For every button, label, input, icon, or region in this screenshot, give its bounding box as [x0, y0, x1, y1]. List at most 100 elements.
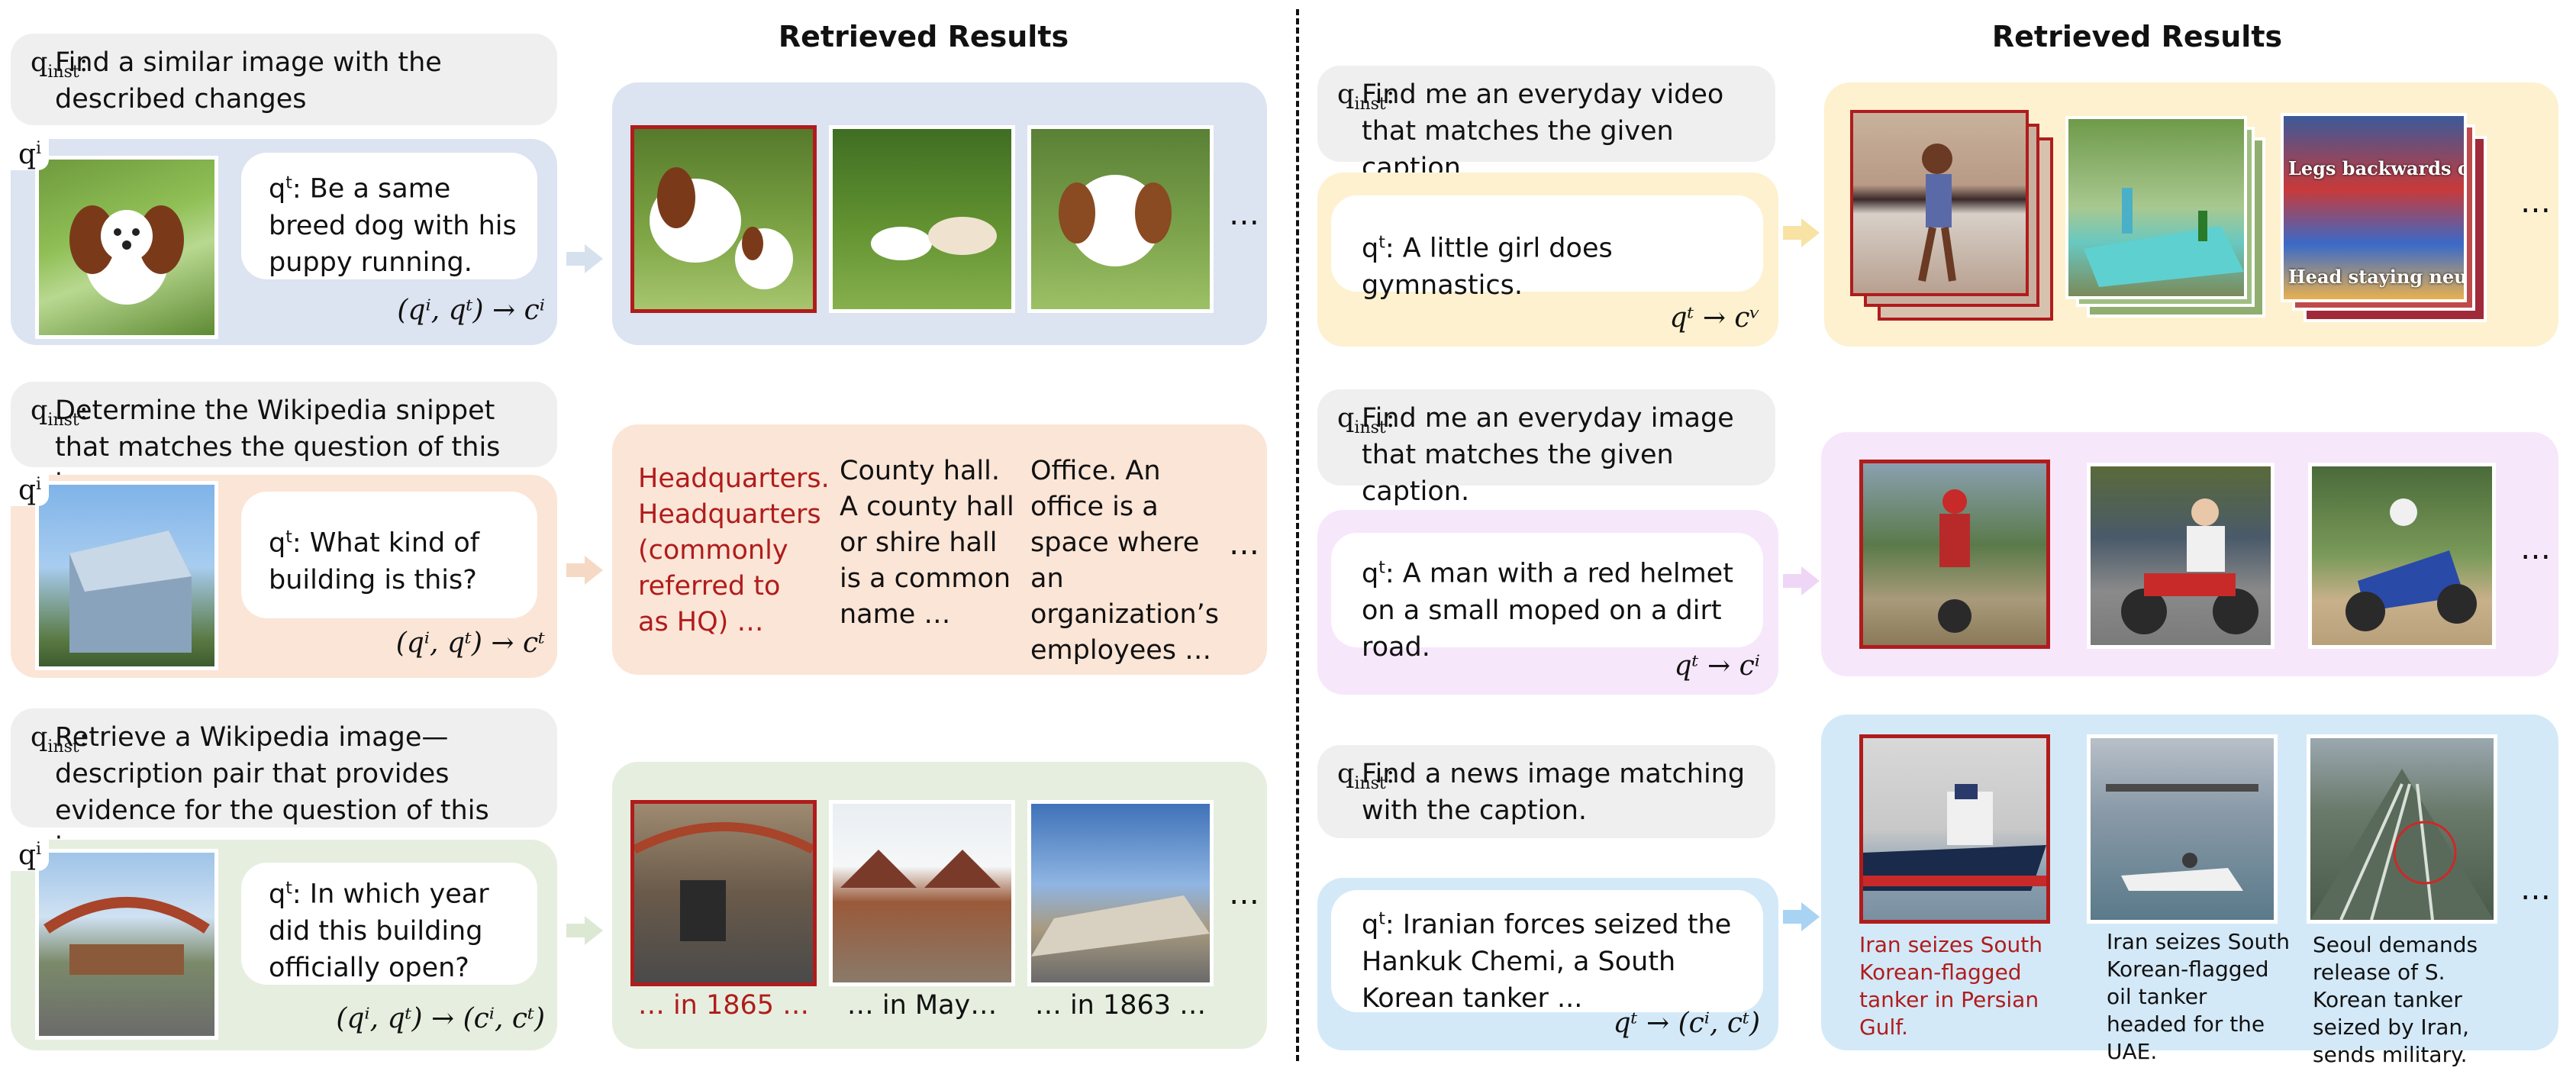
instruction-text: Find a similar image with the described … [55, 47, 442, 115]
snippet: County hall. A county hall or shire hall… [840, 456, 1014, 630]
video-frame [2065, 116, 2247, 299]
q-i-label: qi [11, 840, 50, 871]
q-t-label: qt: [269, 173, 310, 205]
results-panel: … Iran seizes South Korean-flagged tanke… [1821, 715, 2558, 1067]
query-text: Iranian forces seized the Hankuk Chemi, … [1362, 909, 1732, 1014]
task-formula: qᵗ → (cⁱ, cᵗ) [1613, 1008, 1760, 1039]
instruction-text: Determine the Wikipedia snippet that mat… [55, 395, 501, 499]
station-illustration [44, 897, 210, 975]
task-formula: qᵗ → cᵛ [1669, 302, 1760, 334]
q-inst-label: qinst: [1337, 79, 1395, 114]
query-box: qi qt: In which year did this building o… [11, 840, 557, 1050]
q-inst-label: qinst: [31, 722, 89, 756]
more-results-ellipsis: … [2520, 872, 2551, 907]
q-t-label: qt: [1362, 233, 1403, 264]
query-text-box: qt: A little girl does gymnastics. [1331, 195, 1763, 301]
q-t-label: qt: [269, 527, 310, 559]
query-text: Be a same breed dog with his puppy runni… [269, 173, 517, 278]
query-text-box: qt: A man with a red helmet on a small m… [1331, 533, 1763, 663]
more-results-ellipsis: … [1229, 197, 1259, 232]
results-panel: … [612, 82, 1267, 345]
arrow-right-icon [1783, 566, 1820, 595]
caption: … in 1863 … [1034, 990, 1207, 1021]
q-inst-label: qinst: [1337, 759, 1395, 793]
video-frame-stack [2065, 116, 2271, 322]
instruction-box: qinst: Find me an everyday video that ma… [1317, 66, 1775, 183]
video-subtitle-bottom: Head staying neut [2288, 266, 2467, 288]
more-results-ellipsis: … [2520, 185, 2551, 220]
q-i-label: qi [11, 475, 50, 506]
results-panel: Legs backwards ov Head staying neut … [1824, 82, 2558, 347]
result-image-brick-station [829, 800, 1015, 986]
query-image-station [35, 849, 218, 1040]
backyard-gymnastics-illustration [2084, 188, 2244, 287]
results-panel: … … in 1865 … … in May… … in 1863 … [612, 762, 1267, 1049]
result-image-tanker [1859, 734, 2050, 924]
result-image-dogs-field [829, 125, 1015, 313]
speedboat-illustration [2106, 784, 2258, 891]
query-text: A man with a red helmet on a small moped… [1362, 558, 1733, 663]
video-frame-selected [1850, 110, 2029, 296]
caption-selected: … in 1865 … [637, 990, 810, 1021]
instruction-text: Find a news image matching with the capt… [1362, 759, 1746, 826]
arrow-right-icon [1783, 902, 1820, 931]
task-formula: (qⁱ, qᵗ) → cᵗ [395, 627, 545, 659]
instruction-box: qinst: Find a news image matching with t… [1317, 745, 1775, 838]
result-image-train [630, 800, 817, 986]
query-image-dog [35, 156, 218, 339]
task-formula: (qⁱ, qᵗ) → (cⁱ, cᵗ) [336, 1003, 545, 1034]
video-frame: Legs backwards ov Head staying neut [2281, 113, 2467, 302]
query-box: qt: Iranian forces seized the Hankuk Che… [1317, 878, 1778, 1050]
train-illustration [632, 822, 815, 941]
query-text: What kind of building is this? [269, 527, 480, 595]
query-text: A little girl does gymnastics. [1362, 233, 1613, 301]
results-panel: Headquarters. Headquarters (commonly ref… [612, 424, 1267, 675]
tanker-deck-illustration [2310, 769, 2494, 921]
result-image-platform [1027, 800, 1214, 986]
divider [1296, 9, 1299, 1061]
video-subtitle-top: Legs backwards ov [2288, 157, 2467, 179]
video-frame-stack: Legs backwards ov Head staying neut [2281, 113, 2502, 327]
left-results-title: Retrieved Results [778, 20, 1069, 53]
query-text-box: qt: Be a same breed dog with his puppy r… [241, 153, 537, 279]
arrow-right-icon [566, 244, 603, 273]
query-text-box: qt: What kind of building is this? [241, 492, 537, 618]
dog-illustration [69, 205, 184, 305]
motorcycle-rider-illustration [2345, 498, 2477, 631]
arrow-right-icon [566, 916, 603, 945]
more-results-ellipsis: … [1229, 876, 1259, 911]
instruction-box: qinst: Find me an everyday image that ma… [1317, 389, 1775, 507]
q-inst-label: qinst: [31, 395, 89, 430]
task-formula: (qⁱ, qᵗ) → cⁱ [397, 295, 545, 326]
atv-rider-illustration [2121, 498, 2258, 634]
instruction-box: qinst: Determine the Wikipedia snippet t… [11, 382, 557, 499]
q-i-label: qi [11, 139, 50, 170]
tanker-illustration [1863, 784, 2046, 891]
result-image-puppy [1027, 125, 1214, 313]
query-box: qt: A man with a red helmet on a small m… [1317, 510, 1778, 695]
instruction-box: qinst: Retrieve a Wikipedia image—descri… [11, 708, 557, 863]
result-image-moped [1859, 460, 2050, 649]
task-formula: qᵗ → cⁱ [1674, 650, 1760, 682]
arrow-right-icon [1783, 218, 1820, 247]
instruction-box: qinst: Find a similar image with the des… [11, 34, 557, 125]
platform-illustration [1031, 895, 1210, 956]
gymnast-illustration [1918, 144, 1956, 282]
right-results-title: Retrieved Results [1991, 20, 2283, 53]
query-text: In which year did this building official… [269, 879, 489, 983]
more-results-ellipsis: … [1229, 527, 1259, 562]
dogs-illustration [650, 167, 793, 289]
q-t-label: qt: [1362, 909, 1403, 940]
query-box: qi qt: What kind of building is this? (q… [11, 475, 557, 678]
arrow-right-icon [566, 556, 603, 585]
q-t-label: qt: [269, 879, 310, 910]
result-image-atv [2087, 463, 2275, 649]
puppy-illustration [1059, 175, 1172, 266]
q-t-label: qt: [1362, 558, 1403, 589]
instruction-text: Find me an everyday video that matches t… [1362, 79, 1724, 183]
q-inst-label: qinst: [31, 47, 89, 82]
query-box: qi qt: Be a same breed dog with his pupp… [11, 139, 557, 345]
caption-selected: Iran seizes South Korean-flagged tanker … [1859, 932, 2042, 1040]
instruction-text: Find me an everyday image that matches t… [1362, 403, 1734, 507]
video-frame-stack [1850, 110, 2056, 327]
